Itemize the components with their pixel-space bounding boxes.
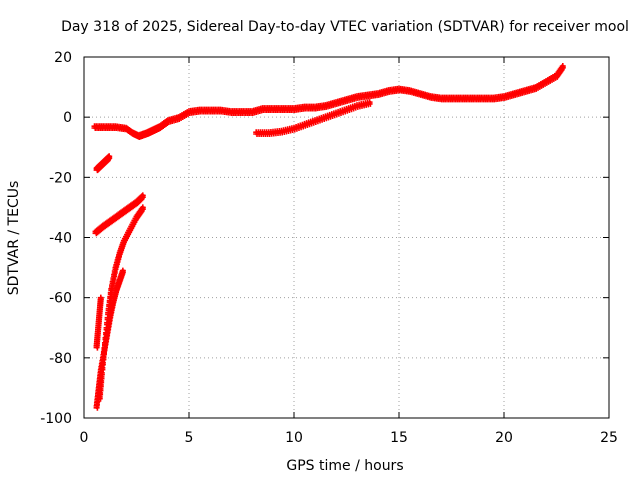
series-arc-main <box>91 63 566 141</box>
series-arc-mid <box>92 192 146 237</box>
x-tick-label: 20 <box>495 430 513 446</box>
x-axis-label: GPS time / hours <box>286 458 403 474</box>
x-tick-label: 25 <box>600 430 618 446</box>
data-point <box>106 155 113 162</box>
y-tick-label: 20 <box>54 50 72 66</box>
y-axis-label: SDTVAR / TECUs <box>6 181 22 296</box>
y-tick-label: 0 <box>63 110 72 126</box>
series-arc-steep <box>96 204 146 402</box>
chart-title: Day 318 of 2025, Sidereal Day-to-day VTE… <box>61 19 629 35</box>
data-points <box>91 63 566 411</box>
x-tick-label: 10 <box>285 430 303 446</box>
y-tick-label: -40 <box>49 231 72 247</box>
y-tick-label: -80 <box>49 351 72 367</box>
data-point <box>559 64 566 71</box>
x-tick-label: 0 <box>80 430 89 446</box>
y-tick-label: -100 <box>40 411 72 427</box>
grid-lines <box>84 57 609 418</box>
data-point <box>366 100 373 107</box>
data-point <box>139 194 146 201</box>
x-tick-label: 5 <box>185 430 194 446</box>
series-arc-deep <box>93 267 126 411</box>
y-tick-label: -60 <box>49 291 72 307</box>
data-point <box>139 206 146 213</box>
data-point <box>97 296 104 303</box>
series-arc-evening <box>253 99 373 138</box>
x-tick-label: 15 <box>390 430 408 446</box>
y-tick-label: -20 <box>49 170 72 186</box>
axis-ticks: 0 5 10 15 20 25 -100 -80 -60 -40 -20 0 20 <box>40 50 618 446</box>
data-point <box>119 269 126 276</box>
series-arc-scatter <box>93 294 104 351</box>
series-arc-short <box>93 153 113 174</box>
